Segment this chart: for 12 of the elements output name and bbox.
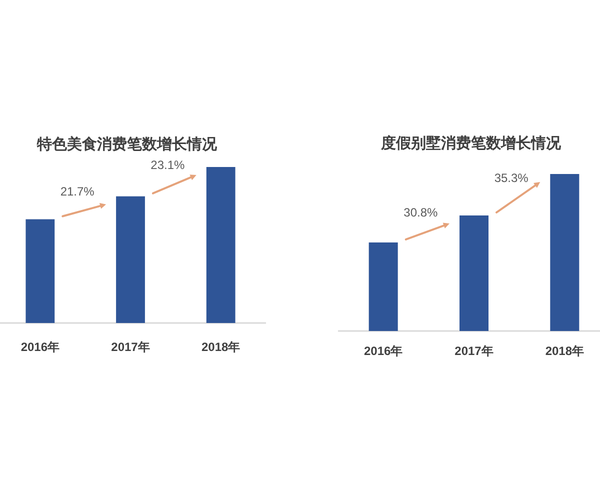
annotation: 23.1% — [150, 158, 186, 172]
x-tick-label: 2017年 — [454, 344, 494, 358]
x-tick-label: 2018年 — [201, 340, 240, 354]
annotation: 30.8% — [404, 205, 438, 220]
x-tick-label: 2017年 — [111, 340, 150, 354]
chart-title: 度假别墅消费笔数增长情况 — [380, 134, 562, 152]
chart-title: 特色美食消费笔数增长情况 — [36, 135, 218, 153]
x-tick-label: 2016年 — [20, 340, 60, 354]
annotation: 21.7% — [60, 184, 95, 198]
x-tick-label: 2016年 — [364, 344, 403, 358]
x-tick-label: 2018年 — [545, 344, 584, 358]
annotation: 35.3% — [494, 171, 529, 186]
